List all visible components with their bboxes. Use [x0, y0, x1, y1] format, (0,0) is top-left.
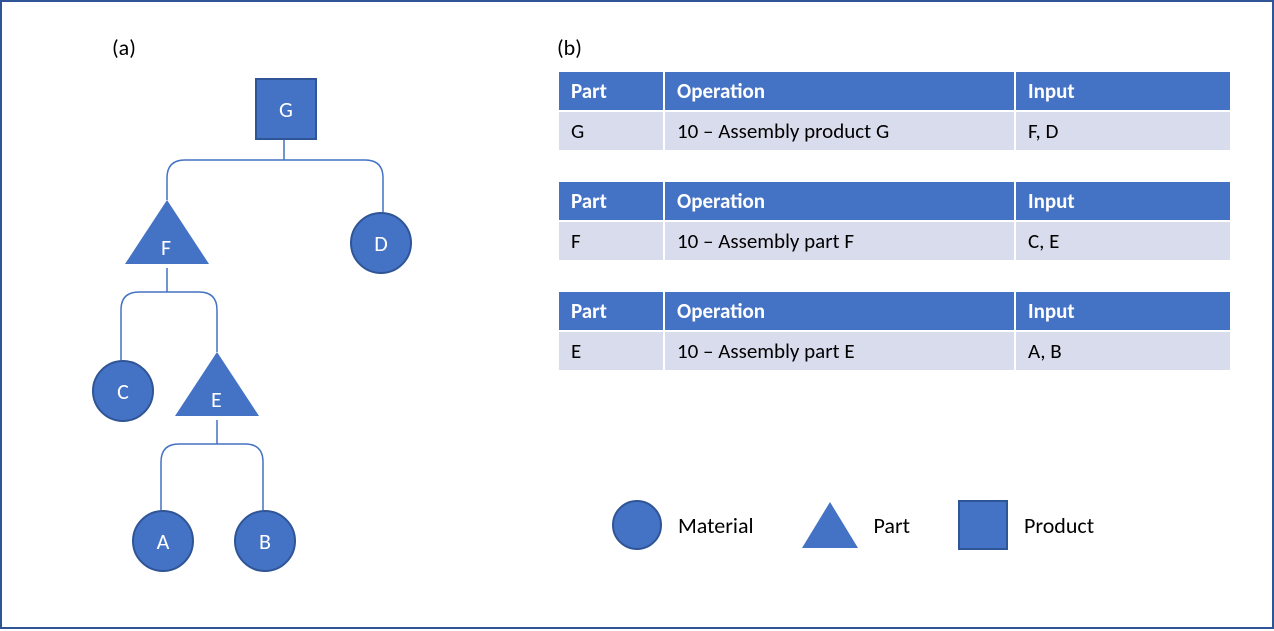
col-part-header: Part	[558, 291, 664, 331]
col-operation-header: Operation	[664, 71, 1015, 111]
table-g: Part Operation Input G 10 – Assembly pro…	[557, 70, 1232, 152]
cell-part: G	[558, 111, 664, 151]
legend-label: Product	[1024, 512, 1094, 539]
node-b-material: B	[234, 510, 296, 572]
col-part-header: Part	[558, 71, 664, 111]
operation-tables: Part Operation Input G 10 – Assembly pro…	[557, 70, 1232, 400]
legend-item-part: Part	[802, 502, 910, 548]
node-g-label: G	[279, 96, 293, 123]
cell-operation: 10 – Assembly part E	[664, 331, 1015, 371]
figure-frame: (a) (b) G F D C	[0, 0, 1274, 629]
node-e-label: E	[211, 386, 222, 413]
table-f: Part Operation Input F 10 – Assembly par…	[557, 180, 1232, 262]
cell-input: C, E	[1015, 221, 1231, 261]
table-header-row: Part Operation Input	[558, 181, 1231, 221]
legend-item-product: Product	[958, 500, 1094, 550]
table-header-row: Part Operation Input	[558, 71, 1231, 111]
legend-item-material: Material	[612, 500, 754, 550]
node-f-label: F	[161, 234, 171, 261]
legend: Material Part Product	[612, 500, 1094, 550]
table-e: Part Operation Input E 10 – Assembly par…	[557, 290, 1232, 372]
legend-label: Part	[874, 512, 910, 539]
col-input-header: Input	[1015, 181, 1231, 221]
table-row: E 10 – Assembly part E A, B	[558, 331, 1231, 371]
node-a-label: A	[157, 528, 170, 555]
cell-input: A, B	[1015, 331, 1231, 371]
col-operation-header: Operation	[664, 181, 1015, 221]
table-row: F 10 – Assembly part F C, E	[558, 221, 1231, 261]
node-c-material: C	[92, 360, 154, 422]
node-b-label: B	[259, 528, 271, 555]
cell-input: F, D	[1015, 111, 1231, 151]
table-header-row: Part Operation Input	[558, 291, 1231, 331]
cell-operation: 10 – Assembly product G	[664, 111, 1015, 151]
col-operation-header: Operation	[664, 291, 1015, 331]
bom-tree: G F D C E A B	[2, 2, 522, 631]
legend-label: Material	[678, 512, 754, 539]
col-part-header: Part	[558, 181, 664, 221]
cell-part: F	[558, 221, 664, 261]
panel-b-label: (b)	[557, 34, 582, 61]
cell-operation: 10 – Assembly part F	[664, 221, 1015, 261]
circle-icon	[612, 500, 662, 550]
node-a-material: A	[132, 510, 194, 572]
node-d-label: D	[374, 230, 388, 257]
node-g-product: G	[255, 78, 317, 140]
node-c-label: C	[117, 378, 129, 405]
triangle-icon	[802, 502, 858, 548]
square-icon	[958, 500, 1008, 550]
table-row: G 10 – Assembly product G F, D	[558, 111, 1231, 151]
cell-part: E	[558, 331, 664, 371]
col-input-header: Input	[1015, 71, 1231, 111]
col-input-header: Input	[1015, 291, 1231, 331]
node-d-material: D	[350, 212, 412, 274]
